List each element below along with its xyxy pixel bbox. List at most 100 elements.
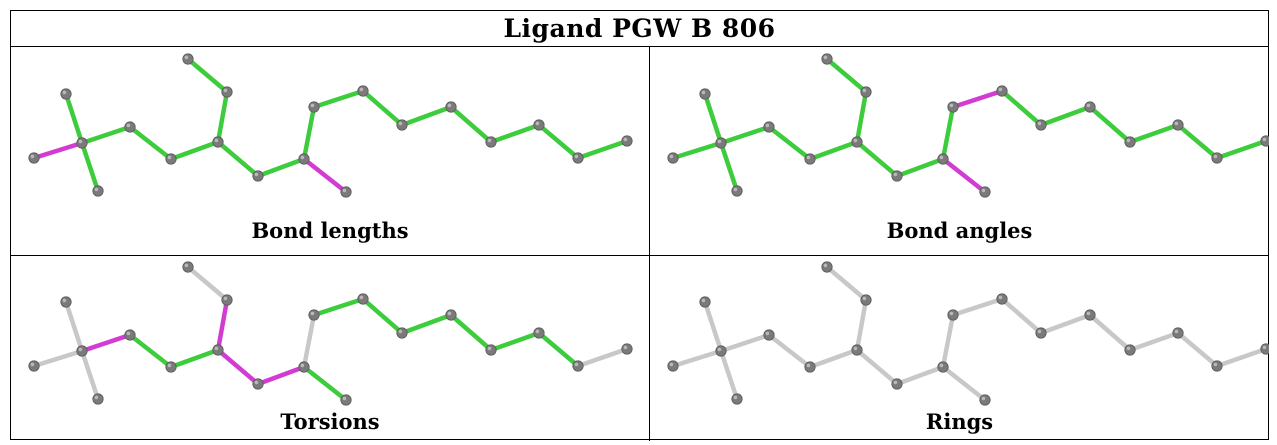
bond: [1038, 312, 1093, 336]
atom: [357, 293, 369, 305]
atom: [851, 136, 863, 148]
caption-bond-lengths: Bond lengths: [251, 218, 409, 243]
atom-highlight: [359, 295, 364, 300]
atom: [851, 344, 863, 356]
atom: [165, 153, 177, 165]
bond: [301, 104, 317, 162]
bond: [185, 56, 230, 95]
atom: [221, 86, 233, 98]
atom: [1035, 119, 1047, 131]
bond: [575, 346, 630, 369]
atom: [699, 296, 711, 308]
atom-highlight: [126, 123, 131, 128]
bond: [63, 299, 85, 354]
atom: [533, 327, 545, 339]
atom: [891, 170, 903, 182]
atom-highlight: [310, 103, 315, 108]
atom-highlight: [981, 188, 986, 193]
atom-highlight: [398, 329, 403, 334]
atom-highlight: [623, 137, 628, 142]
bond: [536, 122, 581, 161]
bond: [1214, 138, 1269, 161]
atom: [572, 152, 584, 164]
atom-highlight: [78, 139, 83, 144]
atom-highlight: [998, 295, 1003, 300]
bond: [702, 299, 724, 354]
atom: [667, 152, 679, 164]
atom: [937, 361, 949, 373]
atom-highlight: [1262, 345, 1267, 350]
atom: [340, 186, 352, 198]
atom: [1084, 309, 1096, 321]
atom-highlight: [1174, 121, 1179, 126]
atom-highlight: [487, 346, 492, 351]
bond: [536, 330, 581, 369]
atom-highlight: [765, 123, 770, 128]
bond: [807, 347, 860, 370]
bond: [168, 139, 221, 162]
bond: [1038, 104, 1093, 128]
bond: [894, 364, 946, 387]
atom: [60, 88, 72, 100]
atom-highlight: [94, 395, 99, 400]
bond: [999, 296, 1044, 336]
bond: [301, 312, 317, 370]
atom: [621, 135, 633, 147]
bond: [1127, 122, 1181, 145]
atom: [60, 296, 72, 308]
atom: [396, 327, 408, 339]
bond: [31, 348, 85, 369]
bond: [766, 124, 813, 162]
bond: [79, 124, 133, 146]
caption-bond-angles: Bond angles: [886, 218, 1033, 243]
atom: [1172, 119, 1184, 131]
atom: [485, 136, 497, 148]
atom-highlight: [447, 311, 452, 316]
bond: [360, 296, 405, 336]
atom: [1124, 344, 1136, 356]
atom: [308, 101, 320, 113]
atom: [212, 136, 224, 148]
atom-highlight: [733, 395, 738, 400]
atom-highlight: [62, 90, 67, 95]
bond: [1127, 330, 1181, 353]
atom: [533, 119, 545, 131]
atom: [76, 345, 88, 357]
bond: [940, 364, 988, 403]
bond: [950, 296, 1005, 318]
atom: [937, 153, 949, 165]
bond: [127, 124, 174, 162]
bond: [718, 348, 740, 402]
atom-highlight: [535, 329, 540, 334]
atom: [252, 378, 264, 390]
atom-highlight: [94, 187, 99, 192]
atom-highlight: [1213, 154, 1218, 159]
bond: [940, 104, 956, 162]
bond: [1087, 312, 1133, 353]
atom-highlight: [701, 298, 706, 303]
bond: [448, 312, 494, 353]
bond: [215, 297, 230, 353]
atom-highlight: [862, 88, 867, 93]
atom-highlight: [342, 396, 347, 401]
bond: [215, 89, 230, 145]
atom: [891, 378, 903, 390]
column-divider: [649, 47, 650, 441]
bond: [824, 264, 869, 303]
bond: [255, 156, 307, 179]
bond: [1214, 346, 1269, 369]
bond: [360, 88, 405, 128]
atom: [621, 343, 633, 355]
atom-highlight: [1126, 138, 1131, 143]
atom: [124, 121, 136, 133]
bond: [488, 330, 542, 353]
atom-highlight: [1262, 137, 1267, 142]
atom-highlight: [30, 362, 35, 367]
bond: [1087, 104, 1133, 145]
molecule-bond-lengths: [28, 53, 633, 198]
panel-torsions: Torsions: [11, 256, 649, 440]
bond: [79, 332, 133, 354]
atom: [221, 294, 233, 306]
bond: [894, 156, 946, 179]
atom: [92, 185, 104, 197]
